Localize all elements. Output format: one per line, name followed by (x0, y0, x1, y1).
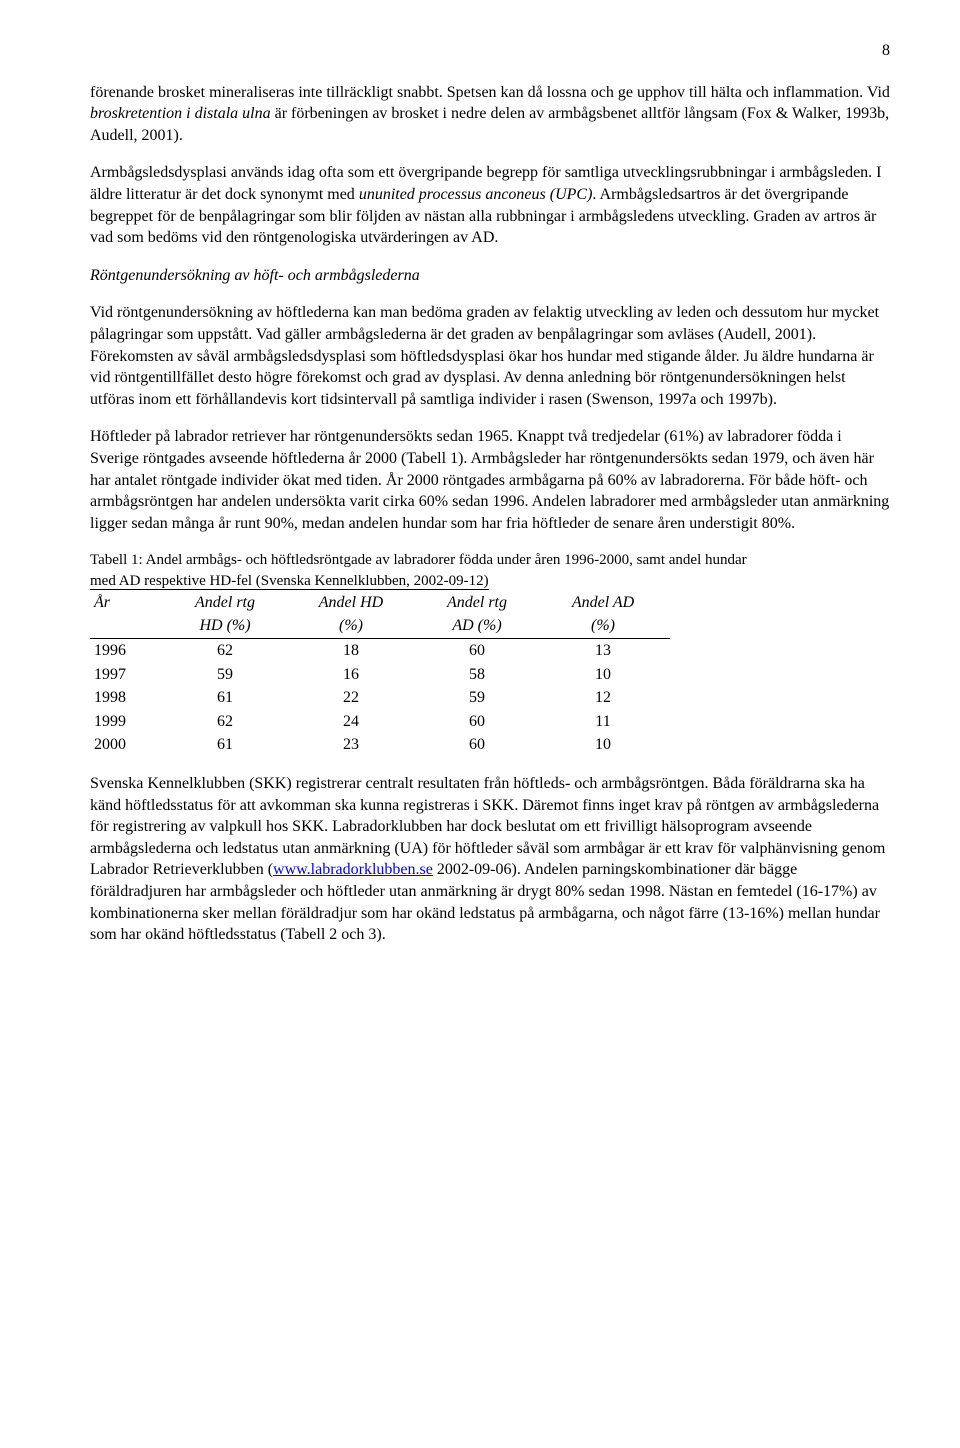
paragraph-1: förenande brosket mineraliseras inte til… (90, 82, 890, 147)
cell: 10 (544, 663, 670, 687)
cell: 13 (544, 638, 670, 662)
cell: 61 (166, 686, 292, 710)
cell: 58 (418, 663, 544, 687)
th-andel-hd: Andel HD (292, 591, 418, 615)
table-caption-b: med AD respektive HD-fel (Svenska Kennel… (90, 573, 489, 590)
table-row: 1997 59 16 58 10 (90, 663, 670, 687)
link-labradorklubben[interactable]: www.labradorklubben.se (273, 861, 433, 878)
cell: 61 (166, 733, 292, 757)
cell: 11 (544, 710, 670, 734)
table-row: 1998 61 22 59 12 (90, 686, 670, 710)
cell: 10 (544, 733, 670, 757)
cell-year: 1999 (90, 710, 166, 734)
data-table: År Andel rtg Andel HD Andel rtg Andel AD… (90, 591, 670, 757)
cell: 59 (418, 686, 544, 710)
table-header-row-1: År Andel rtg Andel HD Andel rtg Andel AD (90, 591, 670, 615)
cell: 60 (418, 710, 544, 734)
cell: 62 (166, 710, 292, 734)
para1-text-a: förenande brosket mineraliseras inte til… (90, 84, 890, 101)
th-year: År (90, 591, 166, 615)
table-header-row-2: HD (%) (%) AD (%) (%) (90, 614, 670, 638)
section-heading: Röntgenundersökning av höft- och armbågs… (90, 265, 890, 287)
paragraph-4: Höftleder på labrador retriever har rönt… (90, 426, 890, 534)
table-row: 1996 62 18 60 13 (90, 638, 670, 662)
th2-hd-pct: HD (%) (166, 614, 292, 638)
cell-year: 1997 (90, 663, 166, 687)
th2-pct2: (%) (544, 614, 670, 638)
cell-year: 2000 (90, 733, 166, 757)
cell: 12 (544, 686, 670, 710)
th-andel-rtg-ad: Andel rtg (418, 591, 544, 615)
table-row: 2000 61 23 60 10 (90, 733, 670, 757)
cell-year: 1998 (90, 686, 166, 710)
cell: 60 (418, 638, 544, 662)
cell: 62 (166, 638, 292, 662)
th-andel-rtg-hd: Andel rtg (166, 591, 292, 615)
cell: 18 (292, 638, 418, 662)
cell: 24 (292, 710, 418, 734)
th2-year (90, 614, 166, 638)
table-caption: Tabell 1: Andel armbågs- och höftledsrön… (90, 550, 890, 591)
cell-year: 1996 (90, 638, 166, 662)
cell: 16 (292, 663, 418, 687)
table-row: 1999 62 24 60 11 (90, 710, 670, 734)
paragraph-5: Svenska Kennelklubben (SKK) registrerar … (90, 773, 890, 946)
th2-ad-pct: AD (%) (418, 614, 544, 638)
para1-italic: broskretention i distala ulna (90, 105, 271, 122)
paragraph-2: Armbågsledsdysplasi används idag ofta so… (90, 162, 890, 248)
th-andel-ad: Andel AD (544, 591, 670, 615)
para2-italic: ununited processus anconeus (UPC) (359, 186, 593, 203)
cell: 23 (292, 733, 418, 757)
cell: 22 (292, 686, 418, 710)
paragraph-3: Vid röntgenundersökning av höftlederna k… (90, 302, 890, 410)
th2-pct: (%) (292, 614, 418, 638)
page-number: 8 (90, 40, 890, 62)
cell: 60 (418, 733, 544, 757)
cell: 59 (166, 663, 292, 687)
table-caption-a: Tabell 1: Andel armbågs- och höftledsrön… (90, 552, 747, 568)
